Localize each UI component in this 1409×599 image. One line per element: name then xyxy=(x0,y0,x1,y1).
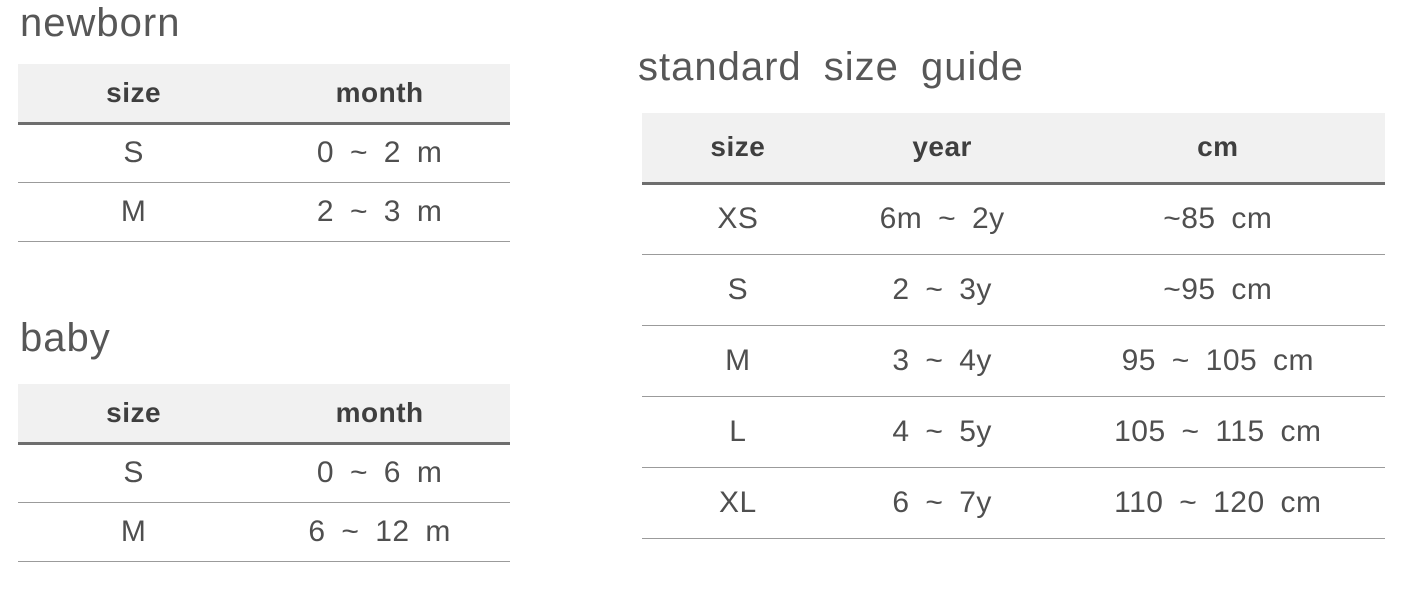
cell-size: XL xyxy=(642,467,834,539)
cell-cm: ~95 cm xyxy=(1050,254,1385,326)
column-header-month: month xyxy=(249,64,510,125)
table-row: XL 6 ~ 7y 110 ~ 120 cm xyxy=(642,467,1385,539)
column-header-cm: cm xyxy=(1050,113,1385,185)
baby-section-title: baby xyxy=(20,316,111,360)
standard-size-guide-title: standard size guide xyxy=(638,45,1024,89)
cell-year: 4 ~ 5y xyxy=(833,396,1051,468)
newborn-size-table: size month S 0 ~ 2 m M 2 ~ 3 m xyxy=(18,64,510,242)
cell-month: 0 ~ 2 m xyxy=(249,123,510,183)
cell-month: 2 ~ 3 m xyxy=(249,182,510,242)
column-header-size: size xyxy=(18,384,250,445)
cell-cm: 105 ~ 115 cm xyxy=(1050,396,1385,468)
cell-year: 6m ~ 2y xyxy=(833,183,1051,255)
table-header-row: size month xyxy=(18,64,510,125)
cell-cm: ~85 cm xyxy=(1050,183,1385,255)
column-header-month: month xyxy=(249,384,510,445)
table-row: L 4 ~ 5y 105 ~ 115 cm xyxy=(642,396,1385,468)
table-header-row: size year cm xyxy=(642,113,1385,185)
column-header-year: year xyxy=(833,113,1051,185)
cell-size: M xyxy=(18,502,250,562)
standard-size-guide-table: size year cm XS 6m ~ 2y ~85 cm S 2 ~ 3y … xyxy=(642,113,1385,539)
table-row: M 3 ~ 4y 95 ~ 105 cm xyxy=(642,325,1385,397)
cell-size: S xyxy=(642,254,834,326)
column-header-size: size xyxy=(642,113,834,185)
cell-size: XS xyxy=(642,183,834,255)
cell-size: S xyxy=(18,443,250,503)
table-row: M 2 ~ 3 m xyxy=(18,182,510,242)
table-row: M 6 ~ 12 m xyxy=(18,502,510,562)
cell-year: 2 ~ 3y xyxy=(833,254,1051,326)
cell-month: 6 ~ 12 m xyxy=(249,502,510,562)
column-header-size: size xyxy=(18,64,250,125)
cell-cm: 110 ~ 120 cm xyxy=(1050,467,1385,539)
cell-month: 0 ~ 6 m xyxy=(249,443,510,503)
cell-cm: 95 ~ 105 cm xyxy=(1050,325,1385,397)
cell-size: S xyxy=(18,123,250,183)
cell-size: L xyxy=(642,396,834,468)
cell-year: 3 ~ 4y xyxy=(833,325,1051,397)
cell-size: M xyxy=(642,325,834,397)
newborn-section-title: newborn xyxy=(20,1,181,45)
table-row: S 2 ~ 3y ~95 cm xyxy=(642,254,1385,326)
baby-size-table: size month S 0 ~ 6 m M 6 ~ 12 m xyxy=(18,384,510,562)
table-row: XS 6m ~ 2y ~85 cm xyxy=(642,183,1385,255)
cell-size: M xyxy=(18,182,250,242)
table-header-row: size month xyxy=(18,384,510,445)
table-row: S 0 ~ 2 m xyxy=(18,123,510,183)
table-row: S 0 ~ 6 m xyxy=(18,443,510,503)
cell-year: 6 ~ 7y xyxy=(833,467,1051,539)
